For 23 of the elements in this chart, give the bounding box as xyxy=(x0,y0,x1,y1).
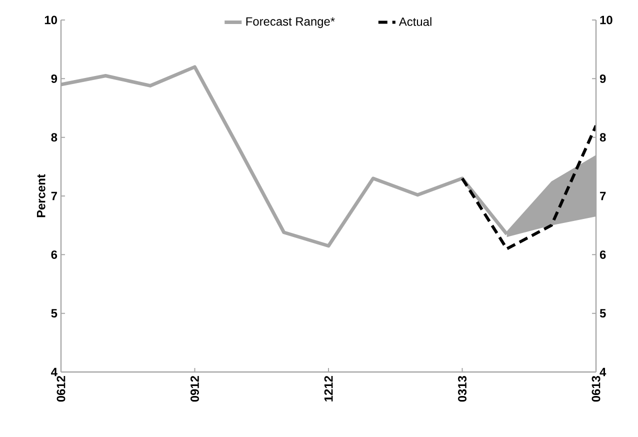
x-tick-label: 0612 xyxy=(56,376,66,402)
y-tick-label: 4 xyxy=(51,368,58,376)
x-tick-label: 1212 xyxy=(324,376,333,402)
legend-label: Actual xyxy=(398,17,432,26)
x-tick-label: 0912 xyxy=(190,376,199,402)
y-tick-label: 10 xyxy=(44,16,57,24)
legend-label: Forecast Range* xyxy=(246,17,335,28)
y-tick-label: 5 xyxy=(51,309,58,318)
y-tick-label: 6 xyxy=(51,250,58,259)
y-axis-title: Percent xyxy=(36,174,46,218)
y-tick-label: 8 xyxy=(51,133,58,142)
y-tick-label: 9 xyxy=(51,74,58,83)
y2-tick-label: 5 xyxy=(600,309,606,318)
y2-tick-label: 10 xyxy=(600,16,612,24)
y2-tick-label: 9 xyxy=(600,74,606,83)
y2-tick-label: 4 xyxy=(600,368,606,376)
y-tick-label: 7 xyxy=(51,192,57,200)
line-series xyxy=(460,124,596,250)
y2-tick-label: 8 xyxy=(600,133,606,142)
y2-tick-label: 6 xyxy=(600,250,606,259)
x-tick-label: 0613 xyxy=(592,376,600,402)
y2-tick-label: 7 xyxy=(600,192,606,200)
x-tick-label: 0313 xyxy=(458,376,467,402)
